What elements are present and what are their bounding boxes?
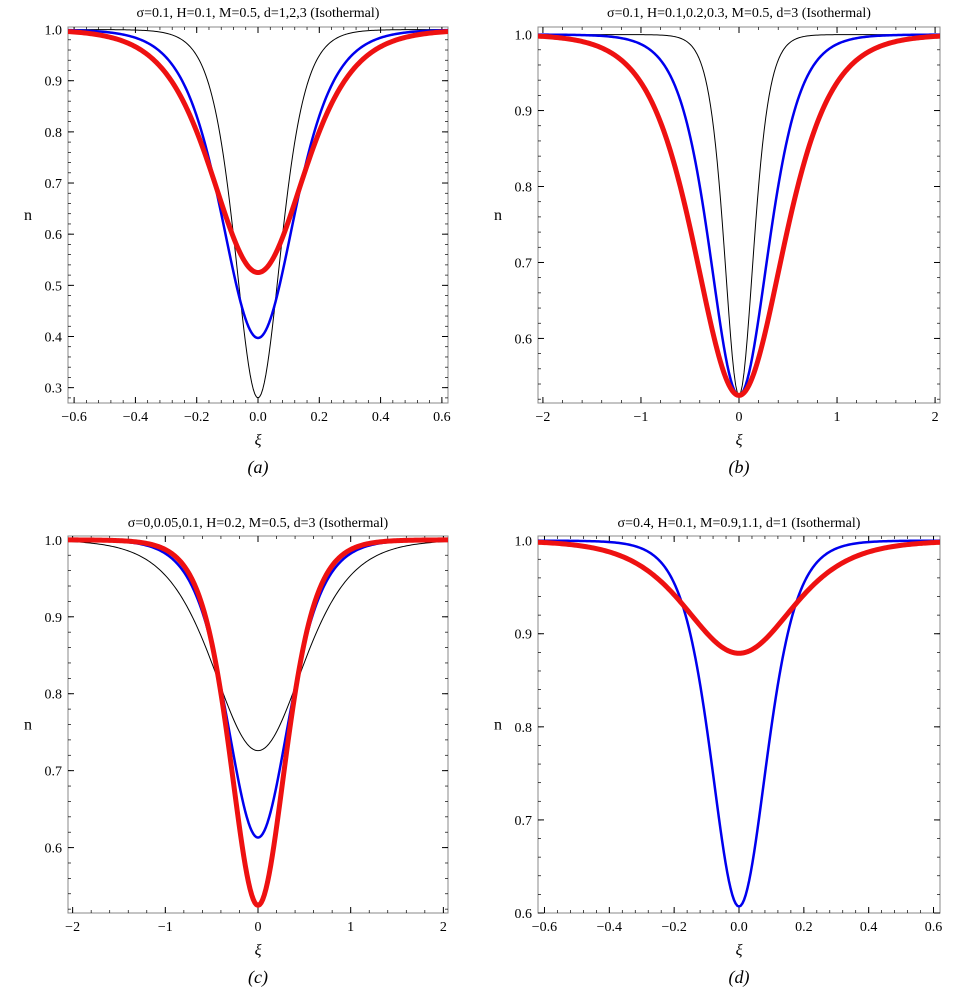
x-tick-label: −1 [633,410,648,425]
series-line-1 [538,33,940,397]
series-line-1 [538,539,940,656]
y-tick-label: 0.5 [45,279,63,294]
x-tick-label: 0.2 [795,920,813,935]
y-tick-label: 0.7 [515,814,533,829]
y-axis-label: n [494,207,502,224]
x-tick-label: 1 [347,920,354,935]
x-tick-label: 2 [440,920,447,935]
x-tick-label: −0.6 [61,410,86,425]
panel-caption: (c) [248,967,268,988]
y-tick-label: 1.0 [45,24,63,39]
series-line-1 [68,538,448,839]
x-tick-label: −0.6 [532,920,557,935]
x-tick-label: 0.4 [860,920,878,935]
x-tick-label: −0.2 [661,920,686,935]
y-axis-label: n [494,717,502,734]
x-tick-label: 0.0 [249,410,267,425]
chart-title: σ=0,0.05,0.1, H=0.2, M=0.5, d=3 (Isother… [128,516,389,531]
x-tick-label: 0.6 [925,920,943,935]
y-tick-label: 0.6 [45,842,63,857]
panel-caption: (a) [248,457,269,478]
y-tick-label: 0.7 [515,256,533,271]
chart-title: σ=0.4, H=0.1, M=0.9,1.1, d=1 (Isothermal… [618,516,861,531]
series-line-0 [538,34,940,396]
panel-3: −0.6 −0.4 −0.2 0.0 0.2 0.4 0.6 0.6 0.7 0.8 0.9 1.0 σ… [494,516,942,988]
y-tick-label: 0.3 [45,382,63,397]
x-tick-label: 1 [834,410,841,425]
panel-0: −0.6 −0.4 −0.2 0.0 0.2 0.4 0.6 0.3 0.4 0.5 0.6 0.7 0… [24,6,451,478]
series-line-2 [538,33,940,398]
plot-frame [67,535,449,914]
y-tick-label: 0.7 [45,765,63,780]
y-tick-label: 0.9 [45,611,63,626]
x-axis-label: ξ [736,942,743,959]
x-tick-label: −0.2 [184,410,209,425]
y-axis-label: n [24,717,32,734]
panel-1: −2 −1 0 1 2 0.6 0.7 0.8 0.9 1.0 σ=0.1, H=0.1,0.2,0… [494,6,941,478]
y-tick-label: 0.6 [515,332,533,347]
panel-caption: (b) [729,457,750,478]
x-tick-label: 0 [255,920,262,935]
x-tick-label: 0.2 [311,410,329,425]
series-line-2 [68,29,448,276]
series-line-0 [538,539,940,908]
x-tick-label: 2 [932,410,939,425]
x-tick-label: 0.0 [730,920,748,935]
series-line-0 [68,540,448,752]
y-tick-label: 0.9 [515,105,533,120]
y-tick-label: 0.7 [45,177,63,192]
y-tick-label: 0.9 [515,628,533,643]
series-line-0 [68,29,448,399]
y-tick-label: 1.0 [45,534,63,549]
y-tick-label: 0.9 [45,75,63,90]
y-tick-label: 0.4 [45,330,63,345]
y-tick-label: 0.6 [45,228,63,243]
x-axis-label: ξ [255,432,262,449]
series-line-1 [68,28,448,340]
y-tick-label: 0.8 [515,721,533,736]
x-axis-label: ξ [736,432,743,449]
x-tick-label: −0.4 [597,920,622,935]
x-tick-label: −2 [535,410,550,425]
chart-title: σ=0.1, H=0.1, M=0.5, d=1,2,3 (Isothermal… [137,6,380,21]
x-tick-label: −0.4 [123,410,148,425]
panel-2: −2 −1 0 1 2 0.6 0.7 0.8 0.9 1.0 σ=0,0.05,0.1, H=0.… [24,516,449,988]
series-line-2 [68,537,448,908]
y-axis-label: n [24,207,32,224]
plot-frame [537,26,941,404]
x-tick-label: −1 [158,920,173,935]
y-tick-label: 0.8 [515,181,533,196]
x-tick-label: 0 [736,410,743,425]
y-tick-label: 1.0 [515,535,533,550]
plot-frame [67,26,449,404]
plot-frame [537,535,941,914]
y-tick-label: 0.6 [515,907,533,922]
y-tick-label: 0.8 [45,126,63,141]
chart-title: σ=0.1, H=0.1,0.2,0.3, M=0.5, d=3 (Isothe… [607,6,871,21]
x-tick-label: 0.6 [433,410,451,425]
y-tick-label: 0.8 [45,688,63,703]
x-axis-label: ξ [255,942,262,959]
x-tick-label: 0.4 [372,410,390,425]
x-tick-label: −2 [65,920,80,935]
panel-caption: (d) [729,967,750,988]
y-tick-label: 1.0 [515,29,533,44]
